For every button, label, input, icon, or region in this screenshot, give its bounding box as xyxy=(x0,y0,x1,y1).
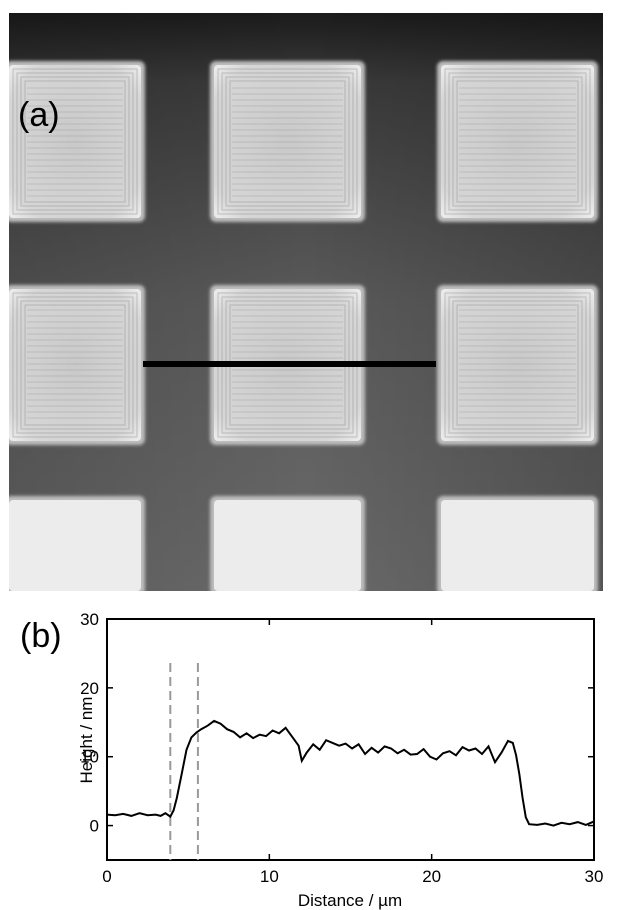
plot-frame xyxy=(106,618,595,861)
panel-a-label: (a) xyxy=(18,96,60,134)
grid-square xyxy=(437,496,598,591)
y-tick-label: 20 xyxy=(80,679,99,698)
grid-square xyxy=(210,496,365,591)
grid-square xyxy=(437,61,598,222)
x-tick-label: 10 xyxy=(260,867,279,886)
series-height-profile xyxy=(106,719,595,827)
x-axis-title: Distance / µm xyxy=(298,891,402,910)
height-profile-chart: 0 10 20 30 0 10 20 30 Distance / µm Height / n… xyxy=(77,610,604,910)
grid-square xyxy=(437,285,598,445)
grid-square xyxy=(9,61,145,222)
afm-image xyxy=(9,13,603,591)
grid-square xyxy=(210,61,365,222)
panel-b-label: (b) xyxy=(20,617,62,655)
y-axis-title: Height / nm xyxy=(77,697,96,784)
x-tick-label: 30 xyxy=(585,867,604,886)
x-tick-label: 0 xyxy=(102,867,111,886)
y-tick-label: 10 xyxy=(80,748,99,767)
y-tick-label: 30 xyxy=(80,610,99,629)
grid-square xyxy=(9,285,145,445)
grid-square xyxy=(9,496,145,591)
x-tick-label: 20 xyxy=(422,867,441,886)
y-tick-label: 0 xyxy=(90,817,99,836)
